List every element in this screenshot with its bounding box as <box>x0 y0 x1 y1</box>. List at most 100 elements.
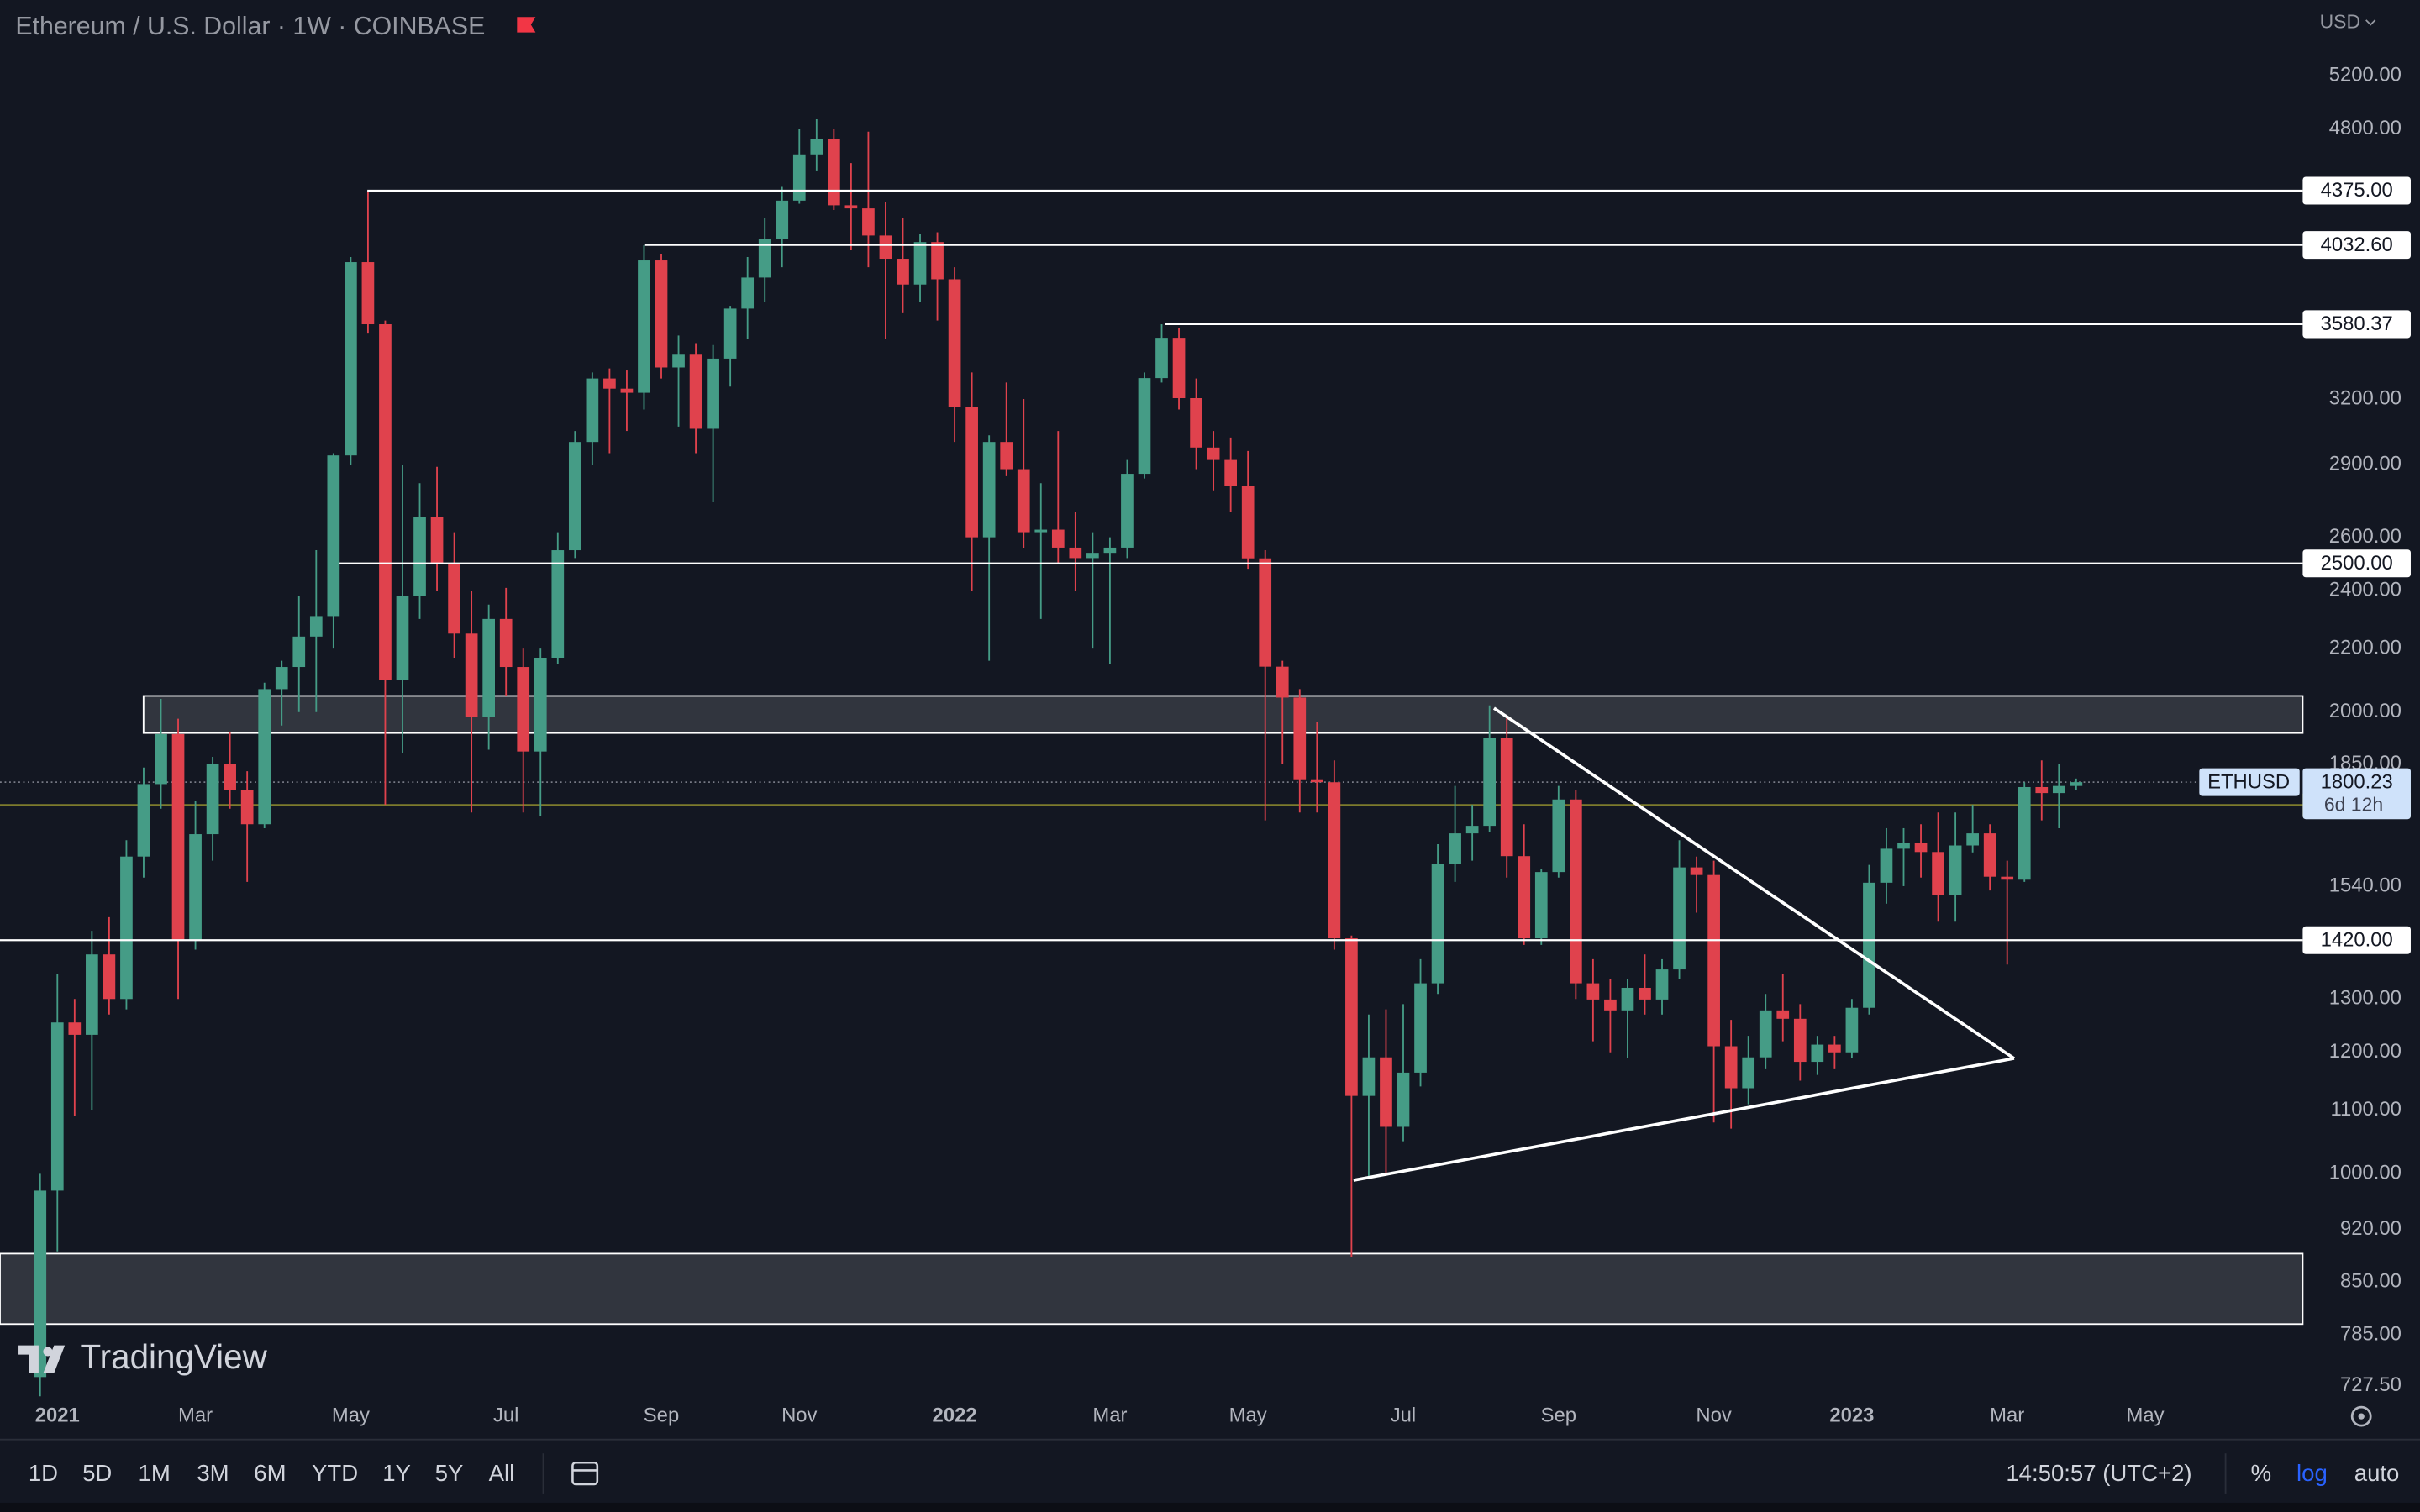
y-tick-label: 1000.00 <box>2329 1162 2402 1184</box>
level-label-box <box>2302 926 2411 954</box>
gear[interactable] <box>2350 1405 2372 1427</box>
range-button[interactable]: 5D <box>82 1460 112 1486</box>
candle-body <box>1207 447 1220 460</box>
candle-body <box>1604 999 1617 1011</box>
candle-body <box>1293 697 1307 780</box>
candle-body <box>758 239 771 278</box>
x-tick-label: Mar <box>1092 1404 1127 1426</box>
candle-body <box>1966 833 1979 846</box>
candle-body <box>292 636 306 668</box>
candle-body <box>792 154 806 201</box>
logo-icon <box>18 1345 66 1373</box>
candle-body <box>465 633 478 717</box>
overlay: 5200.00 4800.00 3200.00 2900.00 2600.00 2400.… <box>0 63 2411 1426</box>
candle-body <box>776 200 789 239</box>
candle-body <box>1034 529 1048 533</box>
clock[interactable]: 14:50:57 (UTC+2) <box>2006 1460 2191 1486</box>
range-button[interactable]: YTD <box>312 1460 358 1486</box>
y-tick-label: 2200.00 <box>2329 636 2402 659</box>
candle-body <box>603 378 616 389</box>
range-button[interactable]: 6M <box>254 1460 286 1486</box>
candle-body <box>862 208 875 236</box>
candle-body <box>482 618 496 717</box>
candle-body <box>1534 872 1548 939</box>
candle-body <box>551 550 565 659</box>
candle-body <box>1086 553 1099 559</box>
settings-icon[interactable] <box>2350 1405 2372 1427</box>
candle-body <box>2070 782 2083 786</box>
x-tick-label: Mar <box>1990 1404 2024 1426</box>
candle-body <box>189 834 202 941</box>
x-tick-label: May <box>2126 1404 2164 1426</box>
candle-body <box>34 1190 47 1378</box>
x-tick-label: Sep <box>1541 1404 1576 1426</box>
calendar-icon[interactable] <box>571 1461 599 1486</box>
candle-body <box>913 242 927 285</box>
symbol-label-box <box>2199 768 2300 796</box>
y-tick-label: 1540.00 <box>2329 874 2402 896</box>
candle-body <box>430 517 444 564</box>
candle-body <box>2052 785 2065 794</box>
auto-toggle[interactable]: auto <box>2354 1460 2400 1486</box>
candle-body <box>103 954 116 1000</box>
candle-body <box>224 764 236 790</box>
candle-body <box>1259 558 1272 667</box>
candle-body <box>620 388 634 393</box>
candle-body <box>810 139 823 155</box>
range-button[interactable]: 3M <box>197 1460 229 1486</box>
range-button[interactable]: 1M <box>139 1460 171 1486</box>
candle-body <box>171 733 185 941</box>
candle-body <box>1051 529 1065 548</box>
candle-body <box>1190 398 1202 448</box>
candle-body <box>275 667 288 690</box>
candle-body <box>50 1022 64 1191</box>
candle-body <box>1586 983 1600 1000</box>
level-label-box <box>2302 310 2411 339</box>
trendline-upper <box>1492 706 2015 1060</box>
candle-body <box>1155 338 1168 379</box>
logo-text: TradingView <box>81 1337 268 1376</box>
candle-body <box>1569 799 1582 984</box>
calendar[interactable] <box>571 1461 599 1486</box>
candle-body <box>1069 547 1082 559</box>
level-label: 4032.60 <box>2321 234 2393 256</box>
candle-body <box>1742 1057 1755 1089</box>
flag-icon[interactable] <box>517 17 536 33</box>
logo: TradingView <box>18 1337 268 1376</box>
level-label: 1420.00 <box>2321 929 2393 952</box>
currency[interactable]: USD <box>2320 11 2360 33</box>
symbol-label: ETHUSD <box>2207 770 2290 793</box>
y-tick-label: 850.00 <box>2340 1270 2402 1293</box>
y-tick-label: 4800.00 <box>2329 117 2402 139</box>
y-tick-label: 1200.00 <box>2329 1040 2402 1063</box>
candle-body <box>1690 867 1703 875</box>
range-button[interactable]: 1Y <box>382 1460 411 1486</box>
x-tick-label: 2022 <box>933 1404 977 1426</box>
candle-body <box>1103 547 1117 554</box>
candle-body <box>1518 856 1531 939</box>
candle-body <box>137 784 150 857</box>
level-label: 2500.00 <box>2321 552 2393 575</box>
range-button[interactable]: 5Y <box>435 1460 464 1486</box>
plot-area <box>0 118 2304 1397</box>
y-tick-label: 920.00 <box>2340 1217 2402 1240</box>
candle-body <box>1465 826 1479 834</box>
x-tick-label: 2023 <box>1829 1404 1874 1426</box>
log-toggle[interactable]: log <box>2296 1460 2328 1486</box>
range-button[interactable]: 1D <box>29 1460 58 1486</box>
candle-body <box>586 378 599 443</box>
candle-body <box>723 308 737 359</box>
candle-body <box>327 455 340 617</box>
y-tick-label: 1100.00 <box>2330 1098 2401 1121</box>
candle-body <box>1000 442 1013 470</box>
candle-body <box>931 242 944 280</box>
candle-body <box>1172 338 1186 399</box>
candle-body <box>206 764 219 835</box>
candle-body <box>86 954 98 1035</box>
range-button[interactable]: All <box>489 1460 515 1486</box>
x-tick-label: Nov <box>781 1404 817 1426</box>
candle-body <box>638 260 650 393</box>
percent-toggle[interactable]: % <box>2251 1460 2272 1486</box>
